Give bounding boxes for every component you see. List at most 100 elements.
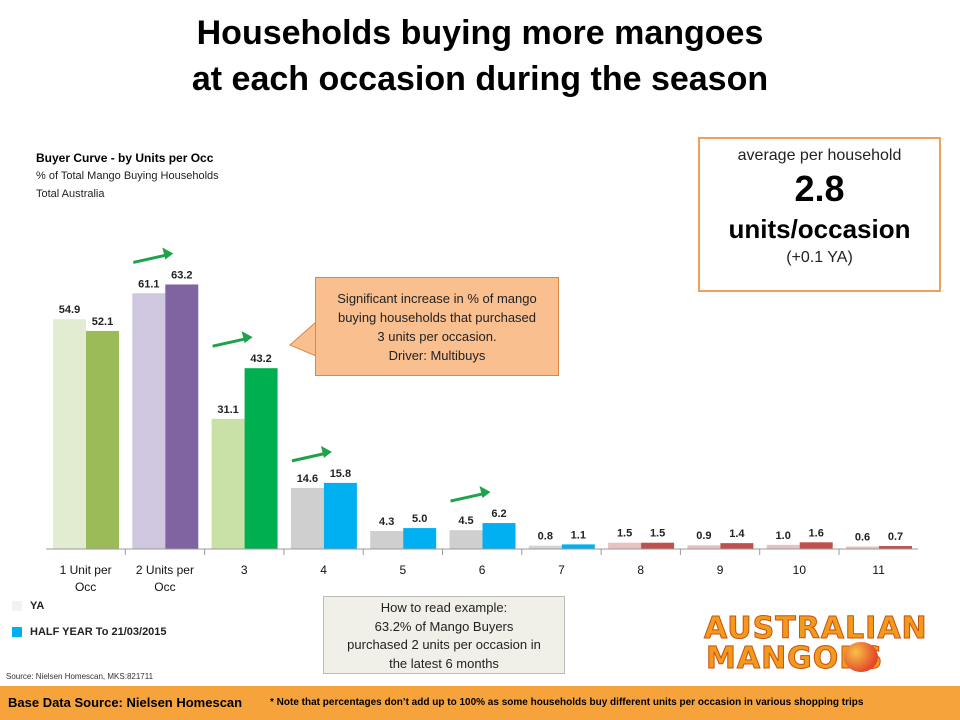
- value-label-current-8: 1.5: [650, 528, 665, 540]
- value-label-current-11: 0.7: [888, 531, 903, 543]
- legend-swatch-current: [12, 627, 22, 637]
- callout-line-3: 3 units per occasion.: [377, 329, 497, 344]
- bar-current-4: [323, 482, 357, 549]
- value-label-current-9: 1.4: [729, 528, 745, 540]
- chart-header: Buyer Curve - by Units per Occ % of Tota…: [36, 149, 219, 203]
- increase-arrow: [450, 491, 487, 503]
- bar-current-3: [244, 368, 278, 549]
- x-tick-label-11: 11: [872, 563, 885, 577]
- title-line-1: Households buying more mangoes: [196, 14, 764, 52]
- bar-current-8: [641, 542, 675, 549]
- bar-ya-4: [290, 487, 324, 549]
- increase-arrow-head: [162, 247, 174, 260]
- bar-ya-6: [449, 530, 483, 549]
- average-change: (+0.1 YA): [786, 249, 853, 266]
- source-note: Source: Nielsen Homescan, MKS:821711: [6, 672, 154, 681]
- value-label-current-3: 43.2: [250, 353, 271, 365]
- value-label-ya-1: 54.9: [59, 304, 80, 316]
- increase-arrow: [132, 252, 170, 264]
- howto-line-3: purchased 2 units per occasion in: [347, 637, 541, 652]
- value-label-current-10: 1.6: [809, 527, 824, 539]
- increase-arrow-head: [320, 445, 332, 458]
- footer-bar: Base Data Source: Nielsen Homescan * Not…: [0, 686, 960, 720]
- title-line-2: at each occasion during the season: [191, 60, 769, 98]
- value-label-ya-2: 61.1: [138, 278, 159, 290]
- increase-arrow-head: [479, 486, 491, 499]
- value-label-ya-4: 14.6: [297, 473, 318, 485]
- value-label-ya-10: 1.0: [776, 530, 791, 542]
- x-tick-label-5: 5: [400, 563, 407, 577]
- x-tick-label-6: 6: [479, 563, 486, 577]
- chart-header-subtitle: % of Total Mango Buying Households: [36, 170, 219, 182]
- logo-word-australian: AUSTRALIAN: [704, 611, 928, 646]
- chart-header-title: Buyer Curve - by Units per Occ: [36, 151, 214, 165]
- average-value: 2.8: [794, 168, 845, 209]
- mango-icon: [844, 642, 878, 672]
- howto-line-4: the latest 6 months: [389, 655, 499, 671]
- footer-data-source: Base Data Source: Nielsen Homescan: [8, 695, 243, 710]
- x-tick-label-10: 10: [793, 563, 807, 577]
- average-label: average per household: [737, 147, 902, 164]
- value-label-current-6: 6.2: [491, 508, 506, 520]
- x-tick-label-3: 3: [241, 563, 248, 577]
- bar-ya-1: [53, 319, 86, 549]
- australian-mangoes-logo: AUSTRALIAN MANGOES: [704, 611, 940, 676]
- value-label-current-4: 15.8: [330, 468, 351, 480]
- bar-ya-2: [132, 293, 166, 549]
- bar-current-7: [561, 544, 595, 549]
- howto-line-1: How to read example:: [380, 600, 508, 615]
- average-unit: units/occasion: [728, 214, 911, 244]
- bar-current-6: [482, 523, 516, 549]
- bar-ya-5: [370, 531, 404, 549]
- howto-line-2: 63.2% of Mango Buyers: [374, 618, 514, 634]
- bar-ya-9: [687, 545, 721, 549]
- value-label-current-1: 52.1: [92, 316, 113, 328]
- average-units-box: average per household 2.8 units/occasion…: [698, 137, 941, 292]
- callout-line-2: buying households that purchased: [337, 310, 537, 325]
- chart-header-region: Total Australia: [36, 188, 105, 200]
- value-label-ya-7: 0.8: [538, 531, 553, 543]
- bar-current-2: [165, 284, 199, 549]
- x-tick-label-7: 7: [558, 563, 565, 577]
- callout-line-4: Driver: Multibuys: [388, 348, 486, 363]
- value-label-current-5: 5.0: [412, 513, 427, 525]
- logo-word-mangoes: MANGOES: [706, 641, 884, 676]
- bars-layer: [53, 284, 912, 549]
- increase-arrow: [291, 451, 329, 463]
- bar-current-10: [799, 542, 833, 549]
- footer-note: * Note that percentages don’t add up to …: [270, 697, 864, 708]
- increase-arrow: [212, 336, 249, 348]
- increase-arrow-head: [241, 331, 253, 344]
- x-tick-label-1: 1 Unit per: [60, 563, 112, 577]
- legend-item-current: HALF YEAR To 21/03/2015: [12, 624, 167, 640]
- bar-current-11: [879, 546, 912, 549]
- legend-swatch-ya: [12, 601, 22, 611]
- bar-current-5: [403, 528, 437, 549]
- bar-ya-3: [211, 418, 245, 549]
- value-label-ya-3: 31.1: [217, 404, 238, 416]
- x-tick-label-2: 2 Units per: [136, 563, 194, 577]
- x-tick-label-1: Occ: [75, 580, 96, 594]
- value-label-ya-9: 0.9: [696, 530, 711, 542]
- bar-ya-10: [766, 544, 800, 549]
- legend-item-ya: YA: [12, 598, 167, 614]
- x-axis: 1 Unit per Occ 2 Units per Occ 3 4 5 6 7 8 9 10 11: [46, 548, 918, 594]
- how-to-read-box: How to read example: 63.2% of Mango Buye…: [323, 596, 565, 674]
- value-label-current-2: 63.2: [171, 269, 192, 281]
- callout-line-1: Significant increase in % of mango: [337, 291, 537, 306]
- bar-current-9: [720, 543, 754, 549]
- value-label-ya-6: 4.5: [458, 515, 473, 527]
- bar-ya-11: [846, 546, 879, 549]
- value-label-current-7: 1.1: [571, 529, 586, 541]
- x-tick-label-4: 4: [320, 563, 327, 577]
- increase-arrows-layer: [132, 247, 491, 503]
- value-label-ya-8: 1.5: [617, 528, 632, 540]
- buyer-curve-chart: 54.952.161.163.231.143.214.6 15.84.3 5.0 4.…: [46, 247, 918, 594]
- value-label-ya-11: 0.6: [855, 531, 870, 543]
- page-title: Households buying more mangoes at each o…: [0, 10, 960, 102]
- legend-label-current: HALF YEAR To 21/03/2015: [30, 626, 167, 638]
- legend-label-ya: YA: [30, 600, 45, 612]
- value-labels-layer: 54.9 52.1 61.1 63.2 31.1 43.2 14.6 15.8 4.3 5.0 4.…: [59, 269, 903, 543]
- x-tick-label-9: 9: [717, 563, 724, 577]
- bar-current-1: [86, 330, 119, 549]
